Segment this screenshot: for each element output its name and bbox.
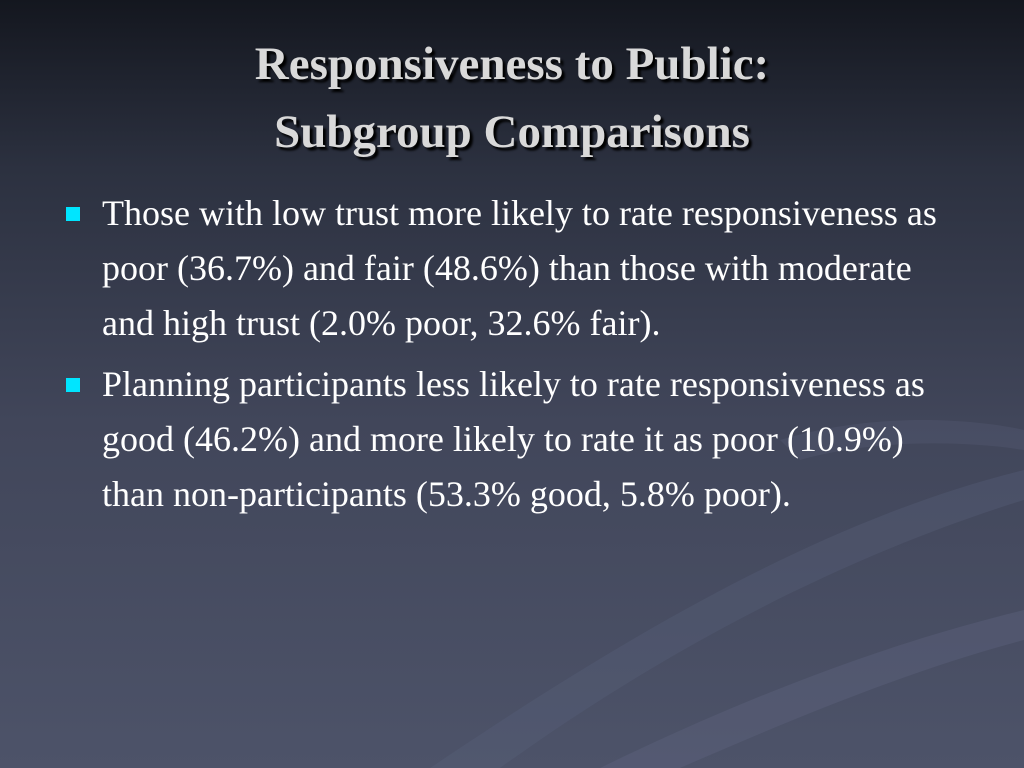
bullet-item: Planning participants less likely to rat…: [60, 357, 970, 522]
swoosh: [430, 470, 1024, 768]
swoosh: [780, 420, 1024, 460]
bullet-item: Those with low trust more likely to rate…: [60, 186, 970, 351]
bullet-list: Those with low trust more likely to rate…: [60, 186, 970, 528]
slide-title: Responsiveness to Public: Subgroup Compa…: [0, 30, 1024, 166]
bullet-text: Those with low trust more likely to rate…: [102, 193, 937, 343]
bullet-text: Planning participants less likely to rat…: [102, 364, 925, 514]
bullet-marker: [66, 207, 80, 221]
bullet-marker: [66, 378, 80, 392]
title-line: Subgroup Comparisons: [274, 106, 750, 158]
swoosh: [600, 610, 1024, 768]
title-line: Responsiveness to Public:: [254, 38, 770, 90]
